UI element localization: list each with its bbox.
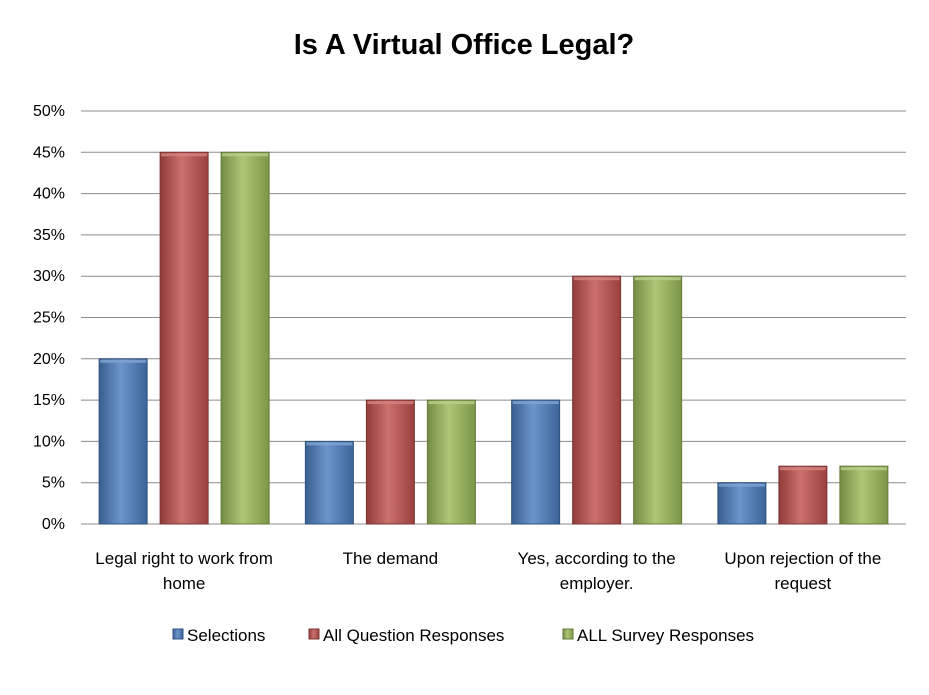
y-tick-label: 35% bbox=[33, 227, 65, 244]
bar bbox=[717, 482, 767, 525]
bar bbox=[511, 399, 561, 525]
y-tick-label: 40% bbox=[33, 186, 65, 203]
bar-highlight bbox=[573, 277, 620, 281]
y-tick-label: 15% bbox=[33, 392, 65, 409]
bar bbox=[98, 358, 148, 525]
bar bbox=[159, 151, 209, 525]
x-category-label: The demand bbox=[343, 549, 438, 568]
legend-label: All Question Responses bbox=[323, 626, 504, 645]
bar-highlight bbox=[779, 467, 826, 471]
y-tick-label: 50% bbox=[33, 103, 65, 120]
y-tick-label: 20% bbox=[33, 351, 65, 368]
y-tick-label: 0% bbox=[42, 516, 65, 533]
bar-highlight bbox=[634, 277, 681, 281]
chart-title: Is A Virtual Office Legal? bbox=[294, 29, 635, 61]
x-category-label: request bbox=[775, 574, 832, 593]
bar-highlight bbox=[222, 153, 269, 157]
bar-highlight bbox=[512, 401, 559, 405]
bar-highlight bbox=[161, 153, 208, 157]
bar-highlight bbox=[428, 401, 475, 405]
legend-swatch bbox=[172, 628, 184, 640]
bars bbox=[98, 151, 889, 525]
y-tick-label: 5% bbox=[42, 475, 65, 492]
y-tick-label: 30% bbox=[33, 268, 65, 285]
bar-highlight bbox=[306, 442, 353, 446]
bar bbox=[778, 465, 828, 525]
bar bbox=[633, 275, 683, 525]
legend-label: Selections bbox=[187, 626, 265, 645]
y-tick-label: 25% bbox=[33, 310, 65, 327]
x-category-label: Upon rejection of the bbox=[724, 549, 881, 568]
gridlines bbox=[81, 110, 906, 525]
bar bbox=[839, 465, 889, 525]
bar-highlight bbox=[367, 401, 414, 405]
bar bbox=[426, 399, 476, 525]
y-tick-label: 45% bbox=[33, 144, 65, 161]
x-category-label: Yes, according to the bbox=[518, 549, 676, 568]
legend-swatch bbox=[308, 628, 320, 640]
x-category-label: home bbox=[163, 574, 206, 593]
y-tick-label: 10% bbox=[33, 433, 65, 450]
legend-label: ALL Survey Responses bbox=[577, 626, 754, 645]
bar bbox=[220, 151, 270, 525]
bar bbox=[572, 275, 622, 525]
x-category-label: Legal right to work from bbox=[95, 549, 273, 568]
x-axis-labels: Legal right to work from home The demand Ye… bbox=[95, 549, 881, 593]
bar bbox=[365, 399, 415, 525]
legend: Selections All Question Responses ALL Surv… bbox=[172, 626, 754, 645]
legend-swatch bbox=[562, 628, 574, 640]
y-axis-ticks: 0% 5% 10% 15% 20% 25% 30% 35% 40% 45% 50% bbox=[33, 103, 65, 533]
x-category-label: employer. bbox=[560, 574, 634, 593]
bar-highlight bbox=[718, 483, 765, 487]
bar-highlight bbox=[840, 467, 887, 471]
bar bbox=[304, 440, 354, 525]
bar-highlight bbox=[100, 359, 147, 363]
